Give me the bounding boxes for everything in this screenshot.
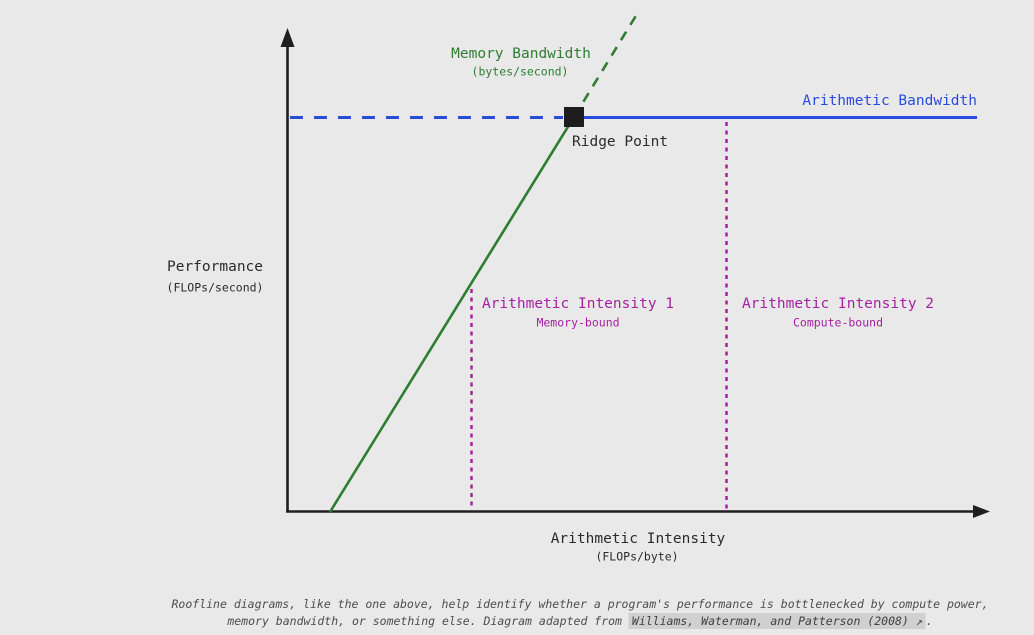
ridge-point-label: Ridge Point <box>572 133 669 150</box>
arithmetic-bandwidth-label: Arithmetic Bandwidth <box>802 92 977 109</box>
y-axis-arrowhead-icon <box>280 28 295 47</box>
caption-line-1: Roofline diagrams, like the one above, h… <box>172 596 989 613</box>
caption-text-3: . <box>925 613 933 628</box>
memory-bandwidth-line-solid <box>328 116 576 513</box>
citation-link[interactable]: Williams, Waterman, and Patterson (2008)… <box>628 612 926 629</box>
memory-bandwidth-line-dashed <box>572 13 639 118</box>
memory-bandwidth-unit: (bytes/second) <box>471 64 569 79</box>
arithmetic-intensity-1-sublabel: Memory-bound <box>536 315 620 330</box>
caption-text-1: Roofline diagrams, like the one above, h… <box>171 597 989 611</box>
arithmetic-intensity-2-label: Arithmetic Intensity 2 <box>741 295 935 312</box>
caption-line-2: memory bandwidth, or something else. Dia… <box>172 612 989 630</box>
x-axis-unit: (FLOPs/byte) <box>595 549 679 564</box>
ridge-point-marker <box>564 107 584 127</box>
arithmetic-intensity-1-label: Arithmetic Intensity 1 <box>481 295 675 312</box>
x-axis-label: Arithmetic Intensity <box>550 530 726 547</box>
x-axis-arrowhead-icon <box>973 505 990 518</box>
memory-bandwidth-label: Memory Bandwidth <box>451 45 591 62</box>
figure-caption: Roofline diagrams, like the one above, h… <box>172 596 989 630</box>
arithmetic-intensity-2-sublabel: Compute-bound <box>792 315 884 330</box>
y-axis-label: Performance <box>166 258 264 275</box>
caption-text-2: memory bandwidth, or something else. Dia… <box>227 613 629 628</box>
y-axis-unit: (FLOPs/second) <box>166 280 264 295</box>
